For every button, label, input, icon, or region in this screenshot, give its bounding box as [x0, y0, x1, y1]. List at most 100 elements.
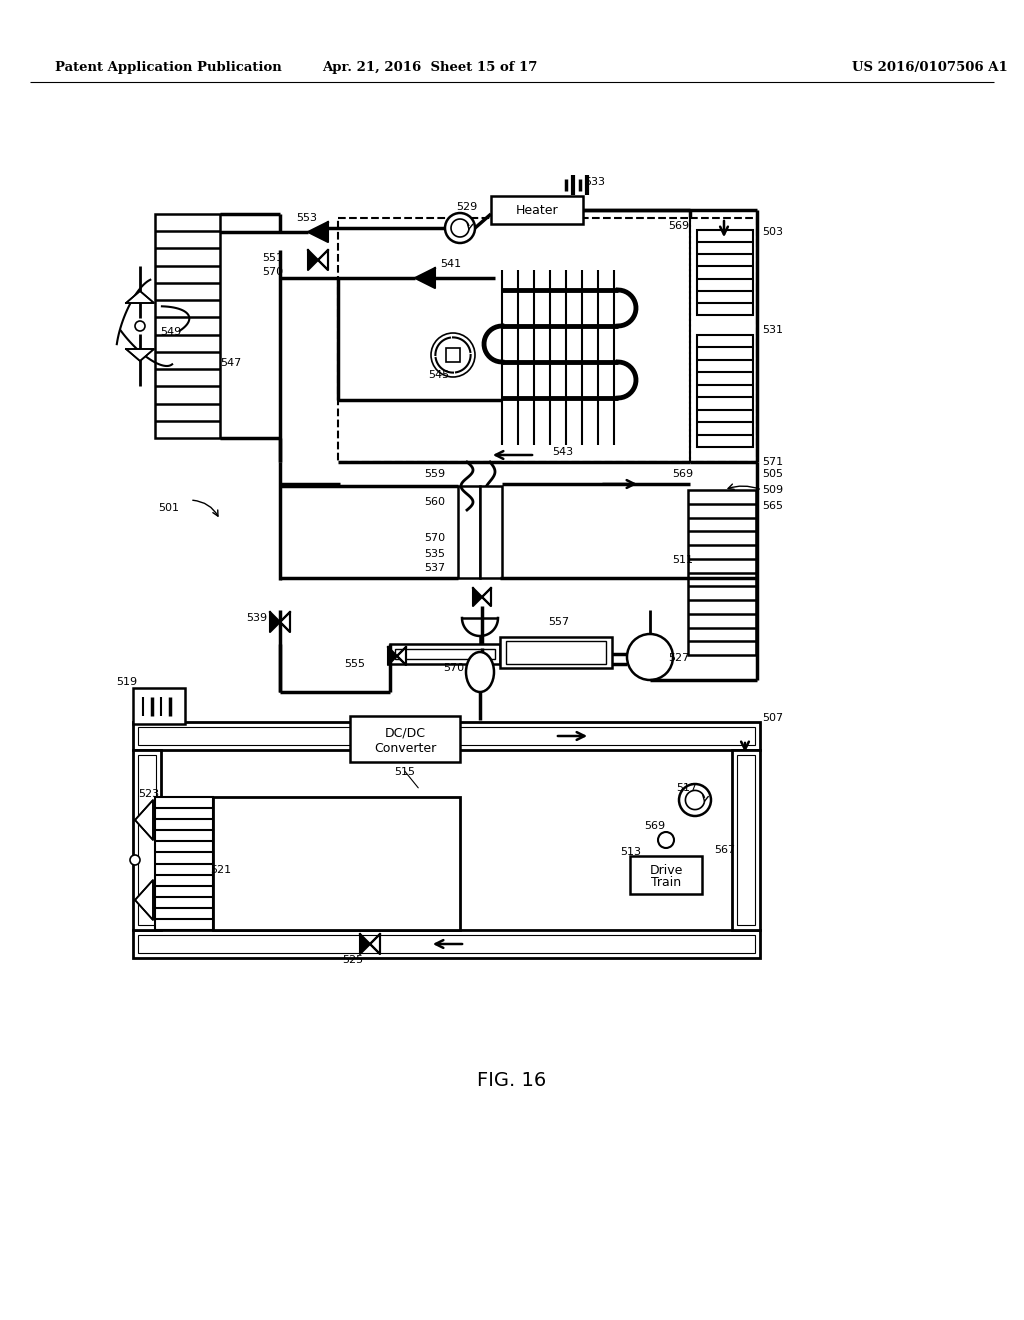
Polygon shape — [308, 222, 328, 242]
Bar — [737, 755, 755, 925]
Polygon shape — [135, 880, 153, 920]
Bar — [690, 218, 757, 462]
Text: 557: 557 — [548, 616, 569, 627]
Text: Heater: Heater — [516, 203, 558, 216]
Text: 569: 569 — [668, 220, 689, 231]
Text: 547: 547 — [220, 358, 242, 368]
Text: 539: 539 — [246, 612, 267, 623]
Bar — [480, 486, 502, 578]
Text: 533: 533 — [584, 177, 605, 187]
Text: 541: 541 — [440, 259, 461, 269]
Bar — [338, 218, 690, 462]
Bar — [697, 230, 753, 315]
Bar — [500, 638, 612, 668]
Text: 523: 523 — [138, 789, 159, 799]
Bar — [697, 335, 753, 447]
Polygon shape — [126, 290, 154, 304]
Polygon shape — [280, 612, 290, 632]
Polygon shape — [360, 935, 370, 954]
Text: 521: 521 — [210, 865, 231, 875]
Bar — [133, 931, 760, 958]
Text: Converter: Converter — [374, 742, 436, 755]
Bar — [458, 486, 480, 578]
Bar — [390, 644, 500, 664]
Bar — [138, 935, 755, 953]
Polygon shape — [126, 348, 154, 360]
Text: FIG. 16: FIG. 16 — [477, 1071, 547, 1089]
Bar — [138, 755, 156, 925]
Text: 525: 525 — [342, 954, 364, 965]
Text: 513: 513 — [620, 847, 641, 857]
Text: Drive: Drive — [649, 865, 683, 878]
Bar — [446, 348, 460, 362]
Circle shape — [445, 213, 475, 243]
Bar — [395, 649, 495, 659]
Circle shape — [431, 333, 475, 378]
Text: Apr. 21, 2016  Sheet 15 of 17: Apr. 21, 2016 Sheet 15 of 17 — [323, 62, 538, 74]
Polygon shape — [397, 647, 406, 665]
Polygon shape — [135, 800, 153, 840]
Bar — [350, 715, 460, 762]
Bar — [133, 722, 760, 750]
Bar — [133, 688, 185, 723]
Text: 567: 567 — [714, 845, 735, 855]
Polygon shape — [482, 587, 490, 606]
Text: 553: 553 — [296, 213, 317, 223]
Text: 507: 507 — [762, 713, 783, 723]
Text: 519: 519 — [116, 677, 137, 686]
Polygon shape — [473, 587, 482, 606]
Text: 509: 509 — [762, 484, 783, 495]
Bar — [506, 642, 606, 664]
Text: 501: 501 — [158, 503, 179, 513]
Bar — [155, 214, 220, 438]
Polygon shape — [370, 935, 380, 954]
Bar — [155, 797, 213, 931]
Circle shape — [679, 784, 711, 816]
Text: 545: 545 — [428, 370, 450, 380]
Text: 555: 555 — [344, 659, 365, 669]
Text: 511: 511 — [672, 554, 693, 565]
Bar — [138, 727, 755, 744]
Text: Patent Application Publication: Patent Application Publication — [55, 62, 282, 74]
Text: 535: 535 — [424, 549, 445, 558]
Text: 570: 570 — [262, 267, 283, 277]
Text: 527: 527 — [668, 653, 689, 663]
Text: Train: Train — [651, 875, 681, 888]
Bar — [732, 750, 760, 931]
Text: 549: 549 — [160, 327, 181, 337]
Circle shape — [658, 832, 674, 847]
Circle shape — [627, 634, 673, 680]
Text: DC/DC: DC/DC — [384, 726, 426, 739]
Text: 569: 569 — [672, 469, 693, 479]
Text: 570: 570 — [424, 533, 445, 543]
Text: 560: 560 — [424, 498, 445, 507]
Text: 570: 570 — [443, 663, 464, 673]
Text: 565: 565 — [762, 502, 783, 511]
Text: 505: 505 — [762, 469, 783, 479]
Polygon shape — [415, 268, 435, 288]
Polygon shape — [318, 249, 328, 271]
Text: 543: 543 — [552, 447, 573, 457]
Bar — [688, 490, 756, 655]
Text: 569: 569 — [644, 821, 666, 832]
Text: US 2016/0107506 A1: US 2016/0107506 A1 — [852, 62, 1008, 74]
Bar — [133, 750, 161, 931]
Text: 537: 537 — [424, 564, 445, 573]
Bar — [490, 195, 583, 224]
Text: 571: 571 — [762, 457, 783, 467]
Text: 551: 551 — [262, 253, 283, 263]
Text: 559: 559 — [424, 469, 445, 479]
Ellipse shape — [466, 652, 494, 692]
Polygon shape — [308, 249, 318, 271]
Text: 503: 503 — [762, 227, 783, 238]
Circle shape — [135, 321, 145, 331]
Bar — [213, 797, 460, 931]
Text: 517: 517 — [676, 783, 697, 793]
Text: 529: 529 — [456, 202, 477, 213]
Polygon shape — [270, 612, 280, 632]
Polygon shape — [388, 647, 397, 665]
Circle shape — [130, 855, 140, 865]
Text: 515: 515 — [394, 767, 415, 777]
Text: 531: 531 — [762, 325, 783, 335]
Bar — [630, 855, 702, 894]
